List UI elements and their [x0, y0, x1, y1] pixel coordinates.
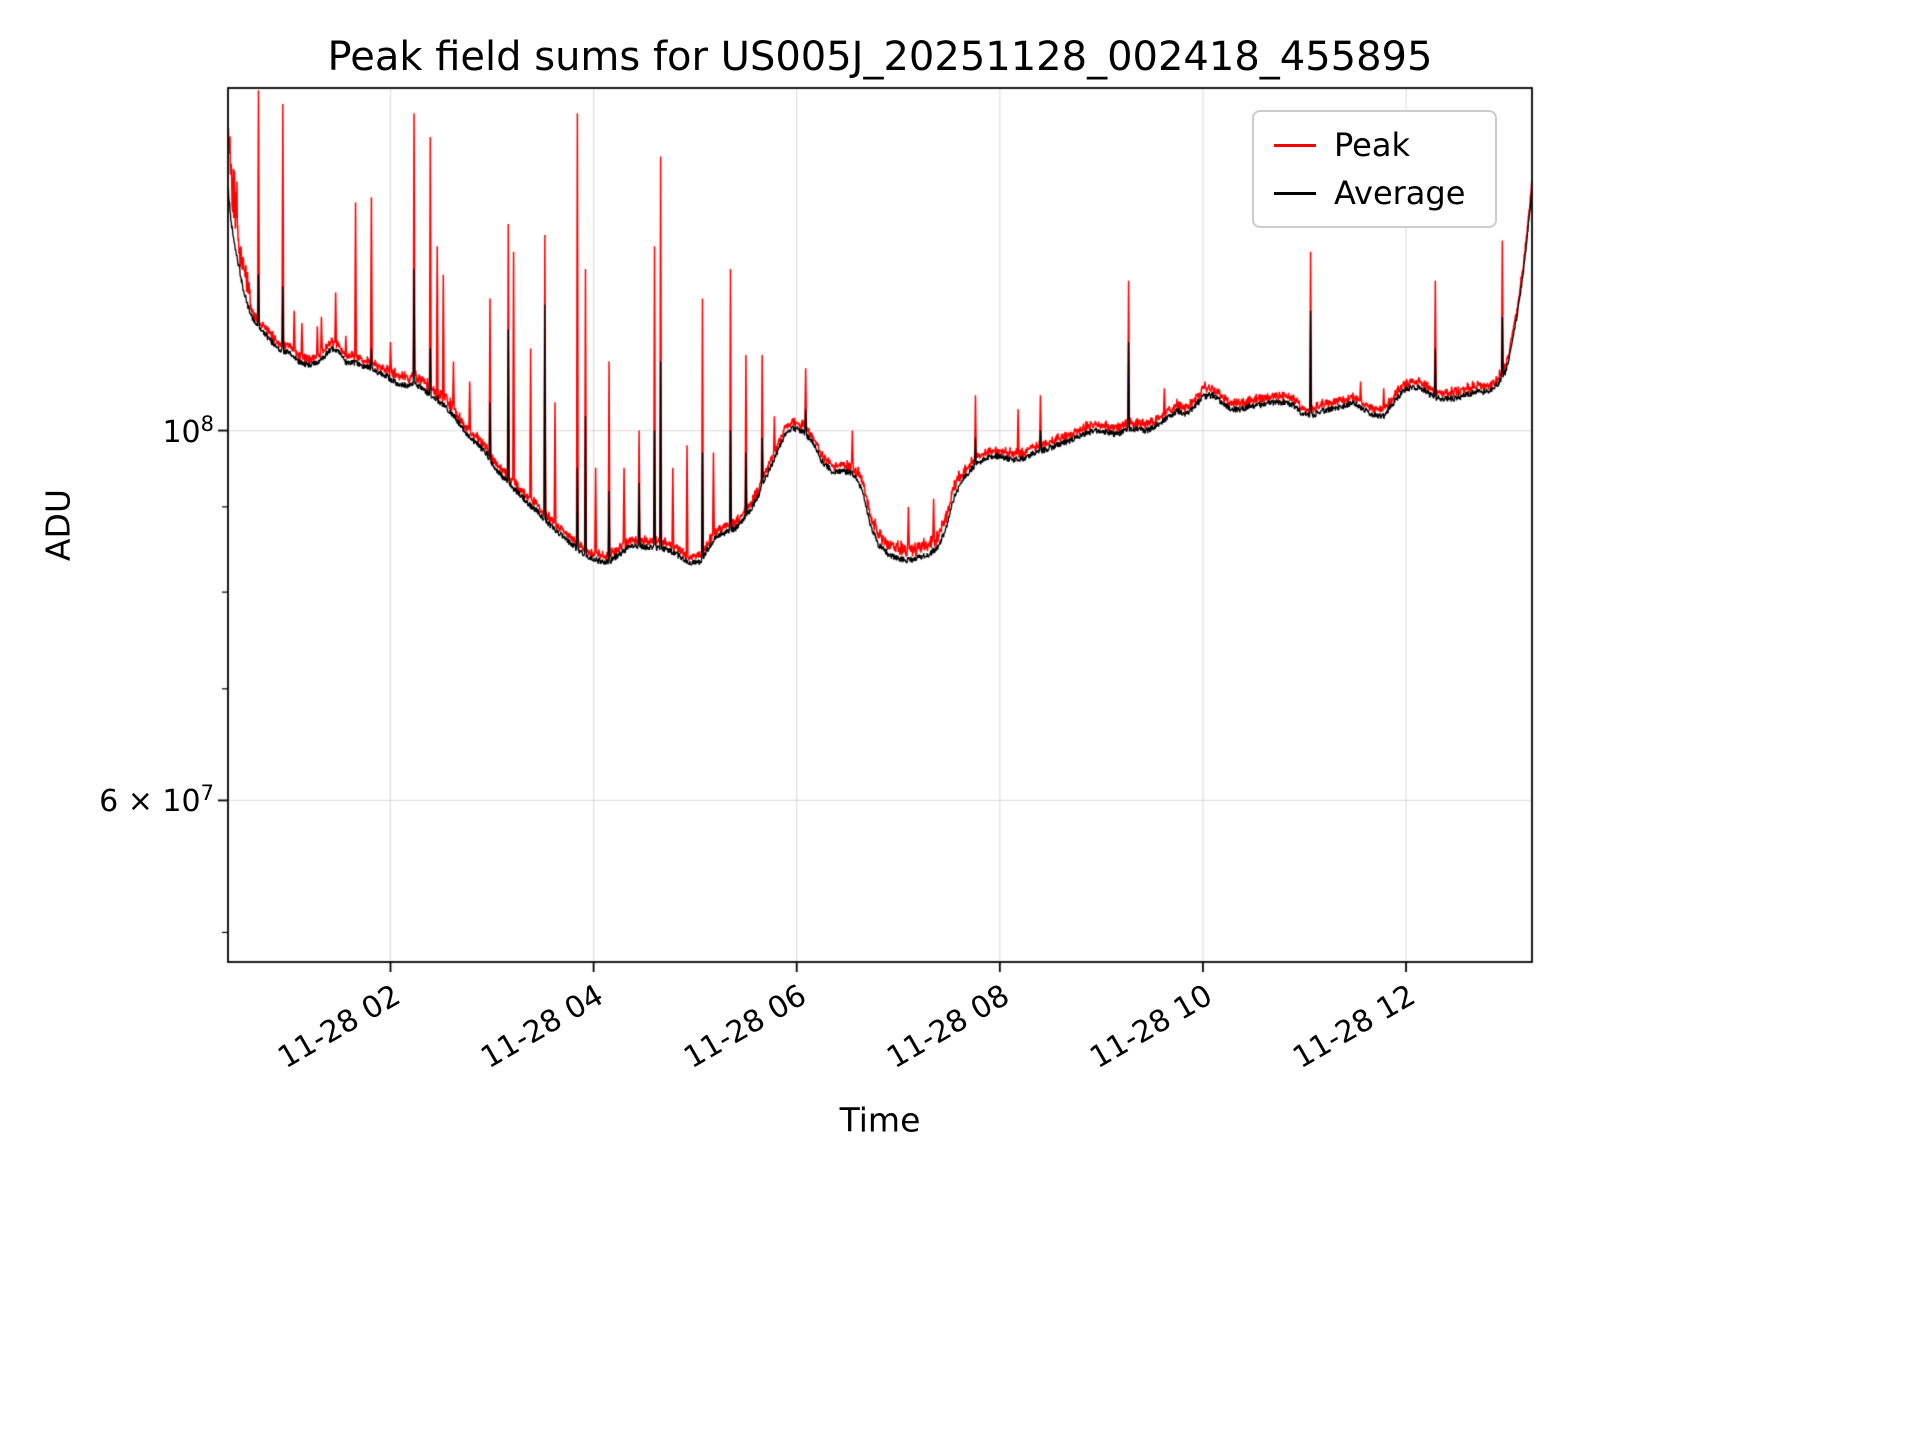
average-line-swatch	[1274, 191, 1316, 195]
x-axis-label: Time	[839, 1100, 921, 1140]
legend-label-average: Average	[1334, 174, 1466, 212]
chart-title: Peak field sums for US005J_20251128_0024…	[327, 34, 1433, 80]
y-tick-label: 6 × 107	[99, 781, 214, 820]
legend: Peak Average	[1252, 110, 1498, 228]
y-tick-label: 108	[162, 411, 214, 450]
peak-line-swatch	[1274, 143, 1316, 147]
legend-label-peak: Peak	[1334, 126, 1410, 164]
y-axis-label: ADU	[38, 488, 78, 562]
legend-item-average: Average	[1274, 174, 1465, 212]
legend-item-peak: Peak	[1274, 126, 1465, 164]
